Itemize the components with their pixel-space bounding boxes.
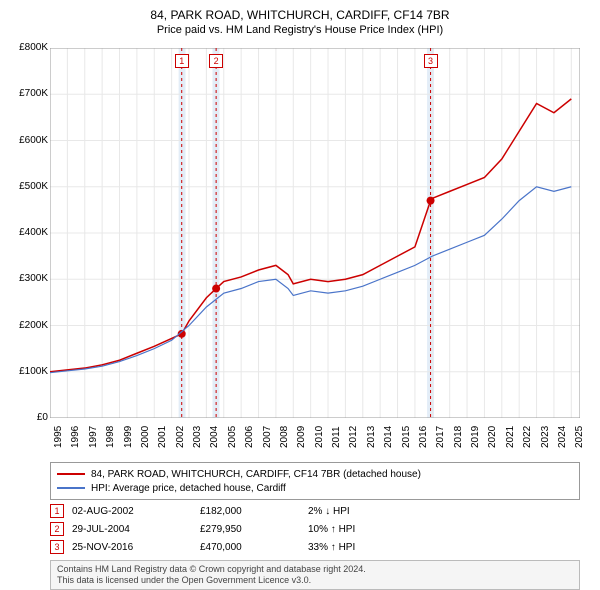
x-tick-label: 2005 bbox=[227, 426, 238, 448]
y-tick-label: £0 bbox=[3, 412, 48, 423]
x-tick-label: 1996 bbox=[70, 426, 81, 448]
x-tick-label: 2010 bbox=[314, 426, 325, 448]
x-tick-label: 2016 bbox=[418, 426, 429, 448]
chart-plot-area bbox=[50, 48, 580, 418]
chart-container: 84, PARK ROAD, WHITCHURCH, CARDIFF, CF14… bbox=[0, 0, 600, 590]
x-tick-label: 2004 bbox=[209, 426, 220, 448]
x-tick-label: 2015 bbox=[401, 426, 412, 448]
x-tick-label: 2009 bbox=[296, 426, 307, 448]
event-badge: 3 bbox=[50, 540, 64, 554]
x-tick-label: 2002 bbox=[175, 426, 186, 448]
legend-swatch bbox=[57, 473, 85, 475]
x-tick-label: 2020 bbox=[487, 426, 498, 448]
event-marker-badge: 1 bbox=[175, 54, 189, 68]
chart-svg bbox=[50, 48, 580, 418]
legend: 84, PARK ROAD, WHITCHURCH, CARDIFF, CF14… bbox=[50, 462, 580, 500]
y-tick-label: £200K bbox=[3, 320, 48, 331]
event-marker-badge: 3 bbox=[424, 54, 438, 68]
event-row: 1 02-AUG-2002 £182,000 2% ↓ HPI bbox=[50, 502, 580, 520]
y-tick-label: £300K bbox=[3, 273, 48, 284]
event-price: £279,950 bbox=[200, 524, 300, 535]
x-tick-label: 2001 bbox=[157, 426, 168, 448]
x-tick-label: 2024 bbox=[557, 426, 568, 448]
x-tick-label: 2019 bbox=[470, 426, 481, 448]
event-badge: 2 bbox=[50, 522, 64, 536]
x-tick-label: 1995 bbox=[53, 426, 64, 448]
y-tick-label: £800K bbox=[3, 42, 48, 53]
x-tick-label: 2006 bbox=[244, 426, 255, 448]
legend-item: HPI: Average price, detached house, Card… bbox=[57, 481, 573, 495]
x-tick-label: 2007 bbox=[262, 426, 273, 448]
y-tick-label: £600K bbox=[3, 135, 48, 146]
license-line1: Contains HM Land Registry data © Crown c… bbox=[57, 564, 573, 575]
y-tick-label: £700K bbox=[3, 88, 48, 99]
event-marker-badge: 2 bbox=[209, 54, 223, 68]
x-tick-label: 2000 bbox=[140, 426, 151, 448]
legend-swatch bbox=[57, 487, 85, 489]
chart-title-line1: 84, PARK ROAD, WHITCHURCH, CARDIFF, CF14… bbox=[0, 0, 600, 22]
event-delta: 10% ↑ HPI bbox=[308, 524, 428, 535]
chart-title-line2: Price paid vs. HM Land Registry's House … bbox=[0, 22, 600, 36]
x-tick-label: 2008 bbox=[279, 426, 290, 448]
x-tick-label: 2022 bbox=[522, 426, 533, 448]
legend-label: 84, PARK ROAD, WHITCHURCH, CARDIFF, CF14… bbox=[91, 469, 421, 480]
x-tick-label: 2018 bbox=[453, 426, 464, 448]
event-delta: 33% ↑ HPI bbox=[308, 542, 428, 553]
x-tick-label: 2017 bbox=[435, 426, 446, 448]
x-tick-label: 1998 bbox=[105, 426, 116, 448]
legend-label: HPI: Average price, detached house, Card… bbox=[91, 483, 286, 494]
x-tick-label: 2025 bbox=[574, 426, 585, 448]
event-date: 02-AUG-2002 bbox=[72, 506, 192, 517]
event-row: 3 25-NOV-2016 £470,000 33% ↑ HPI bbox=[50, 538, 580, 556]
event-price: £470,000 bbox=[200, 542, 300, 553]
x-tick-label: 2023 bbox=[540, 426, 551, 448]
license-line2: This data is licensed under the Open Gov… bbox=[57, 575, 573, 586]
x-tick-label: 2011 bbox=[331, 426, 342, 448]
x-tick-label: 2003 bbox=[192, 426, 203, 448]
y-tick-label: £100K bbox=[3, 366, 48, 377]
event-table: 1 02-AUG-2002 £182,000 2% ↓ HPI 2 29-JUL-2004… bbox=[50, 502, 580, 556]
event-row: 2 29-JUL-2004 £279,950 10% ↑ HPI bbox=[50, 520, 580, 538]
event-badge: 1 bbox=[50, 504, 64, 518]
x-tick-label: 2013 bbox=[366, 426, 377, 448]
x-tick-label: 2021 bbox=[505, 426, 516, 448]
y-tick-label: £500K bbox=[3, 181, 48, 192]
license-box: Contains HM Land Registry data © Crown c… bbox=[50, 560, 580, 590]
x-tick-label: 1997 bbox=[88, 426, 99, 448]
event-delta: 2% ↓ HPI bbox=[308, 506, 428, 517]
legend-item: 84, PARK ROAD, WHITCHURCH, CARDIFF, CF14… bbox=[57, 467, 573, 481]
x-tick-label: 1999 bbox=[123, 426, 134, 448]
event-date: 29-JUL-2004 bbox=[72, 524, 192, 535]
event-price: £182,000 bbox=[200, 506, 300, 517]
x-tick-label: 2014 bbox=[383, 426, 394, 448]
event-date: 25-NOV-2016 bbox=[72, 542, 192, 553]
x-tick-label: 2012 bbox=[348, 426, 359, 448]
y-tick-label: £400K bbox=[3, 227, 48, 238]
